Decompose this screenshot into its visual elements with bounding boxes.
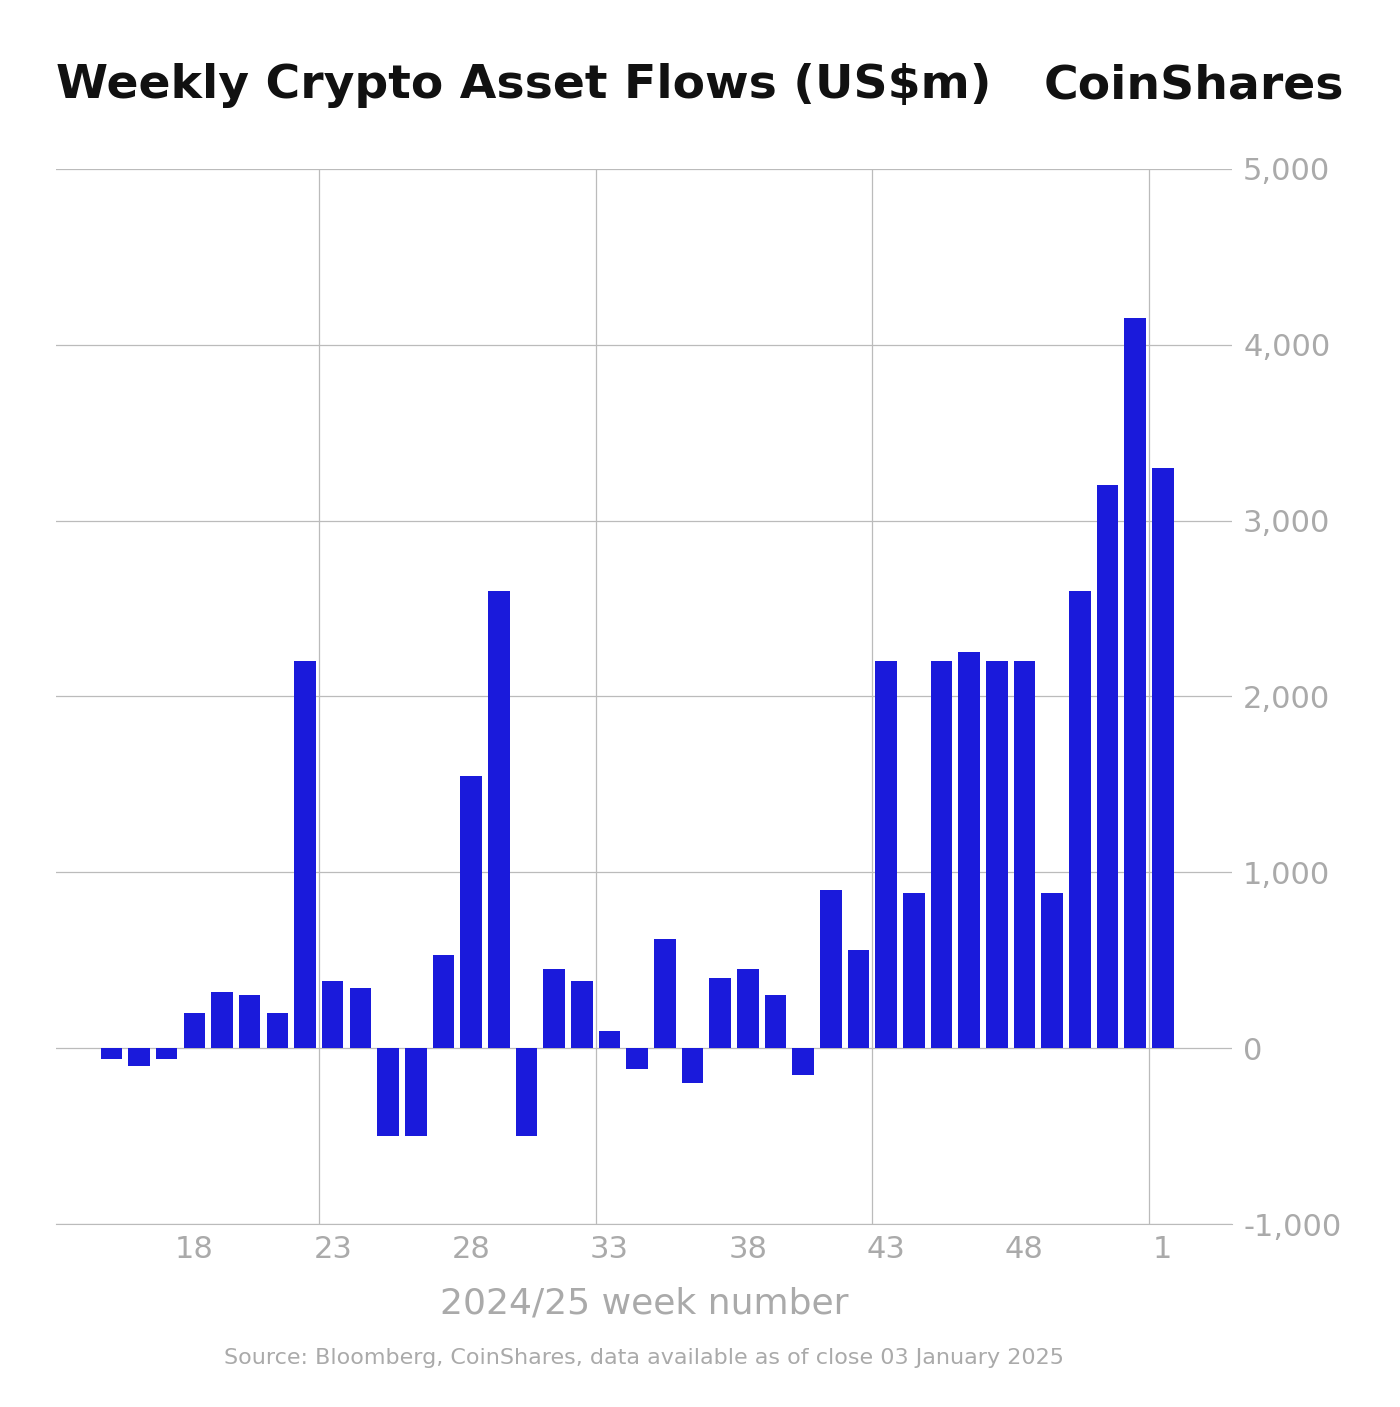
Text: CoinShares: CoinShares bbox=[1043, 63, 1344, 108]
Bar bbox=[736, 969, 759, 1048]
Bar bbox=[931, 661, 952, 1048]
Bar bbox=[239, 996, 260, 1048]
Bar bbox=[710, 978, 731, 1048]
Bar bbox=[820, 891, 841, 1048]
Bar bbox=[322, 982, 343, 1048]
Bar bbox=[489, 591, 510, 1048]
Bar bbox=[461, 775, 482, 1048]
Bar bbox=[211, 992, 232, 1048]
Bar bbox=[847, 950, 869, 1048]
Text: Weekly Crypto Asset Flows (US$m): Weekly Crypto Asset Flows (US$m) bbox=[56, 63, 991, 108]
Bar bbox=[654, 940, 676, 1048]
Bar bbox=[1042, 893, 1063, 1048]
Bar bbox=[1096, 485, 1119, 1048]
Bar bbox=[294, 661, 316, 1048]
Bar bbox=[792, 1048, 813, 1075]
Bar bbox=[903, 893, 924, 1048]
Bar bbox=[266, 1013, 288, 1048]
Bar bbox=[183, 1013, 206, 1048]
Bar bbox=[1124, 318, 1147, 1048]
Bar bbox=[1014, 661, 1035, 1048]
Bar bbox=[350, 988, 371, 1048]
Bar bbox=[1152, 467, 1173, 1048]
Bar bbox=[682, 1048, 703, 1083]
Bar bbox=[1070, 591, 1091, 1048]
Bar bbox=[405, 1048, 427, 1137]
Bar bbox=[515, 1048, 538, 1137]
Bar bbox=[101, 1048, 122, 1059]
X-axis label: 2024/25 week number: 2024/25 week number bbox=[440, 1286, 848, 1320]
Bar bbox=[377, 1048, 399, 1137]
Bar bbox=[433, 955, 454, 1048]
Bar bbox=[571, 982, 592, 1048]
Bar bbox=[959, 653, 980, 1048]
Bar bbox=[626, 1048, 648, 1069]
Text: Source: Bloomberg, CoinShares, data available as of close 03 January 2025: Source: Bloomberg, CoinShares, data avai… bbox=[224, 1348, 1064, 1368]
Bar bbox=[986, 661, 1008, 1048]
Bar bbox=[155, 1048, 178, 1059]
Bar bbox=[764, 996, 787, 1048]
Bar bbox=[599, 1030, 620, 1048]
Bar bbox=[129, 1048, 150, 1067]
Bar bbox=[543, 969, 564, 1048]
Bar bbox=[875, 661, 897, 1048]
